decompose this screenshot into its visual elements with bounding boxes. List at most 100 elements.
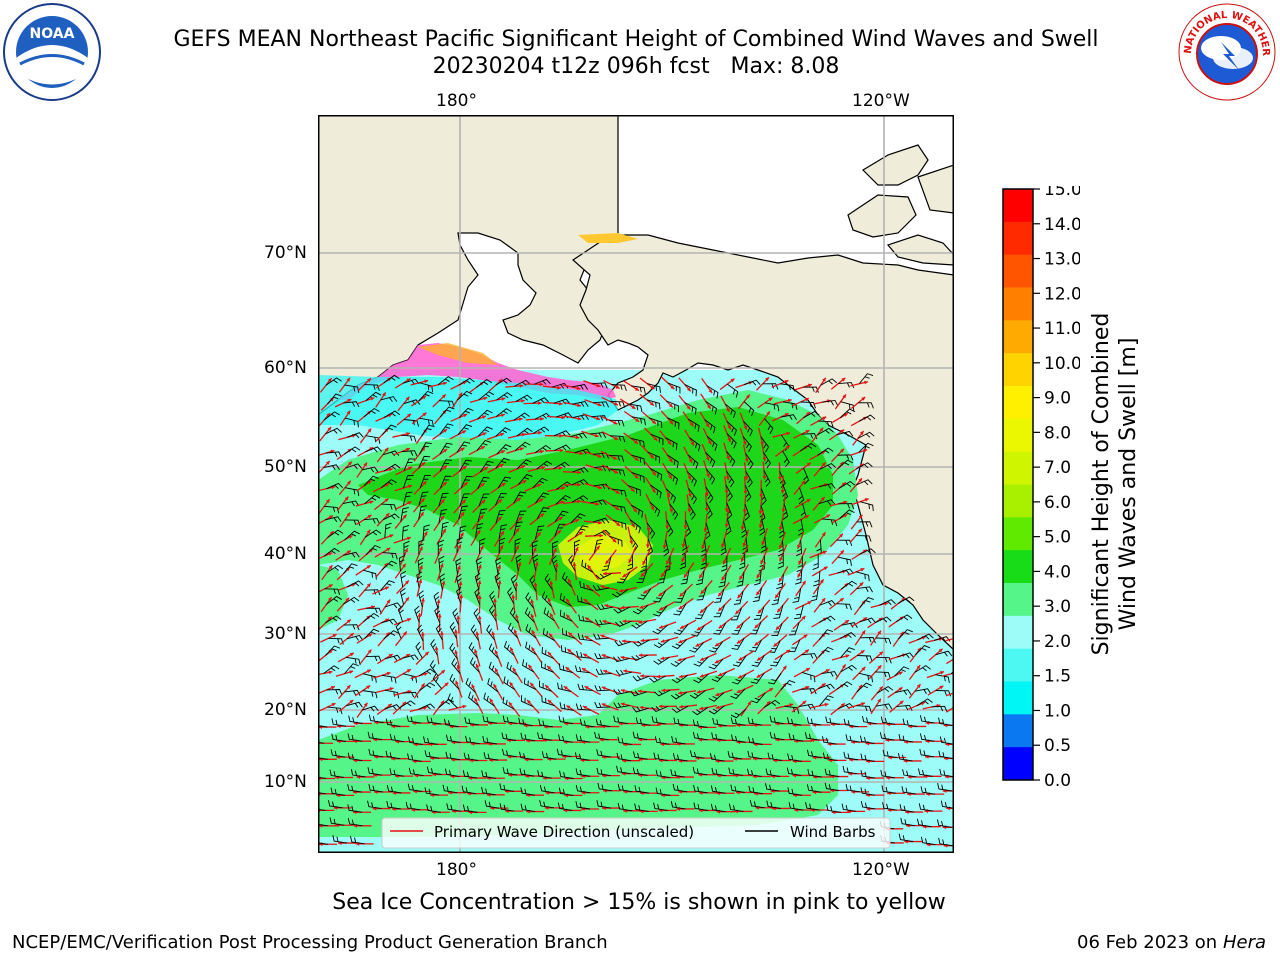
wind-barb — [482, 715, 498, 724]
wind-barb — [495, 493, 507, 506]
wind-barb — [919, 748, 935, 758]
wind-barb — [874, 616, 892, 624]
wind-barb — [350, 835, 365, 845]
wave-direction-arrowhead — [661, 573, 665, 578]
footer-credit: NCEP/EMC/Verification Post Processing Pr… — [12, 932, 608, 953]
wind-barb — [632, 767, 648, 776]
wave-direction-arrowhead — [612, 538, 617, 543]
wave-direction-arrowhead — [367, 378, 371, 383]
wind-barb — [706, 385, 719, 399]
wind-barb — [687, 418, 700, 432]
wave-direction-arrowhead — [679, 704, 683, 709]
sea-ice-yellow-1 — [418, 343, 498, 365]
wind-barb — [575, 703, 591, 711]
wind-barb — [803, 467, 810, 485]
wind-barb — [763, 470, 771, 487]
wind-barb — [529, 575, 537, 592]
wind-barb — [800, 401, 816, 409]
wind-barb — [653, 605, 668, 617]
wind-barb — [578, 614, 593, 623]
wave-direction-arrowhead — [666, 492, 671, 497]
wave-direction-arrowhead — [456, 615, 461, 620]
wave-direction-arrowhead — [328, 670, 333, 675]
graticule — [318, 115, 954, 853]
wave-direction-arrowhead — [509, 682, 514, 687]
wave-direction-arrowhead — [345, 567, 350, 572]
wave-direction-arrowhead — [461, 499, 466, 504]
wind-barb — [902, 718, 918, 727]
wave-direction-arrowhead — [821, 683, 826, 688]
wind-barb — [509, 607, 519, 624]
wind-barb — [418, 491, 429, 506]
wave-direction-arrowhead — [620, 702, 625, 707]
wind-barb — [860, 787, 876, 796]
wind-barb — [345, 463, 363, 470]
wind-barb — [342, 500, 360, 507]
wind-barb — [418, 539, 425, 555]
wind-barb — [449, 643, 458, 660]
wave-direction-arrowhead — [688, 458, 693, 463]
wind-barb — [940, 800, 954, 809]
wind-barb — [806, 749, 822, 759]
wind-barb — [542, 628, 555, 641]
wind-barb — [574, 665, 590, 674]
wave-direction-arrowhead — [721, 543, 725, 548]
wave-direction-arrowhead — [797, 544, 801, 549]
wave-direction-arrowhead — [740, 558, 745, 563]
wave-direction-arrowhead — [598, 467, 603, 471]
wave-direction-arrowhead — [421, 446, 425, 451]
wind-barb — [381, 674, 397, 684]
wind-barb — [555, 494, 571, 505]
wind-barb — [818, 499, 836, 506]
wave-direction-arrowhead — [859, 431, 864, 435]
wind-barb — [876, 685, 894, 694]
wind-barb — [671, 736, 686, 745]
wind-barb — [617, 783, 633, 793]
wind-barb — [579, 718, 595, 728]
wind-barb — [937, 783, 952, 792]
wave-direction-arrowhead — [805, 685, 810, 690]
wind-barb — [875, 703, 893, 710]
wind-barb — [742, 538, 749, 555]
colorbar-tick-label: 0.0 — [1044, 771, 1071, 786]
wave-direction-arrowhead — [508, 702, 513, 707]
wave-direction-arrowhead — [575, 519, 580, 523]
wave-direction-arrowhead — [631, 405, 636, 409]
wind-barb — [363, 475, 379, 487]
wind-barb — [712, 717, 727, 727]
wave-direction-arrowhead — [482, 415, 486, 419]
wave-direction-arrowhead — [806, 499, 811, 503]
wave-direction-arrowhead — [577, 482, 581, 487]
wind-barb — [788, 733, 804, 742]
wave-direction-arrowhead — [789, 703, 794, 707]
wind-barb — [634, 785, 650, 794]
colorbar-swatch — [1003, 714, 1033, 748]
wave-direction-arrowhead — [898, 671, 903, 676]
wave-direction-arrowhead — [540, 449, 544, 454]
wind-barb — [465, 735, 480, 745]
wind-barb — [647, 451, 661, 464]
wave-direction-arrowhead — [864, 498, 869, 502]
wind-barb — [612, 519, 627, 530]
wind-barb — [935, 674, 950, 683]
wind-barb — [408, 767, 424, 777]
wave-direction-arrowhead — [879, 686, 883, 691]
wave-direction-arrowhead — [842, 664, 846, 669]
wave-direction-arrowhead — [420, 632, 425, 636]
colorbar-tick-label: 6.0 — [1044, 493, 1071, 513]
wind-barb — [753, 606, 765, 620]
wind-barb — [368, 748, 384, 758]
wave-direction-arrowhead — [462, 704, 467, 709]
wind-barb — [879, 732, 895, 741]
wind-barb — [364, 384, 380, 391]
wind-barb — [613, 715, 628, 725]
wave-direction-arrowhead — [845, 654, 850, 659]
wave-direction-arrowhead — [634, 440, 639, 444]
wind-barb — [363, 613, 380, 622]
colorbar-swatch — [1003, 681, 1033, 715]
wave-direction-arrowhead — [718, 624, 723, 629]
wind-barb — [725, 518, 732, 536]
wave-direction-arrowhead — [703, 528, 708, 532]
wave-direction-arrowhead — [613, 420, 618, 425]
wave-direction-arrowhead — [640, 572, 645, 577]
